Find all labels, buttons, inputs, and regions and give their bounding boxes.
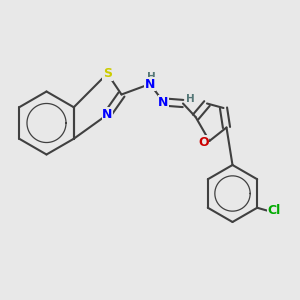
Text: N: N [158,95,169,109]
Text: S: S [103,67,112,80]
Text: O: O [198,136,209,149]
Text: Cl: Cl [268,204,281,217]
Text: H: H [147,71,156,82]
Text: N: N [145,77,155,91]
Text: H: H [186,94,195,104]
Text: N: N [102,108,112,121]
